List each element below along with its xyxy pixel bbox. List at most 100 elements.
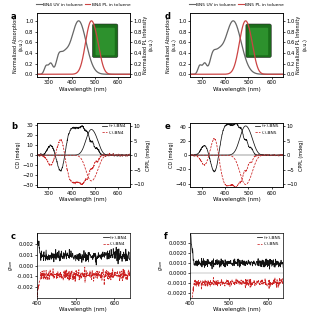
Text: e: e (164, 122, 170, 131)
Legend: (+)-BN5, (-)-BN5: (+)-BN5, (-)-BN5 (257, 236, 281, 246)
X-axis label: Wavelength (nm): Wavelength (nm) (213, 308, 260, 312)
(-)-BN5 (239, 179, 243, 183)
Line: (+)-BN4: (+)-BN4 (37, 234, 130, 265)
Legend: BN5 UV in toluene, BN5 PL in toluene: BN5 UV in toluene, BN5 PL in toluene (188, 1, 286, 9)
(+)-BN5 (279, 153, 283, 157)
X-axis label: Wavelength (nm): Wavelength (nm) (213, 197, 260, 202)
Text: b: b (11, 122, 17, 131)
(-)-BN5 (281, 153, 285, 157)
(+)-BN5 (281, 262, 284, 266)
Y-axis label: $g_{lum}$: $g_{lum}$ (157, 260, 165, 271)
(-)-BN4 (85, 272, 89, 276)
(-)-BN4 (128, 272, 132, 276)
(-)-BN5 (233, 184, 236, 188)
Y-axis label: CPPL (mdeg): CPPL (mdeg) (146, 140, 151, 171)
(+)-BN4 (91, 140, 94, 143)
(+)-BN5 (278, 261, 282, 265)
Y-axis label: CD (mdeg): CD (mdeg) (169, 142, 174, 168)
(-)-BN4 (83, 265, 87, 269)
Text: c: c (11, 232, 16, 241)
Legend: (+)-BN4, (-)-BN4: (+)-BN4, (-)-BN4 (103, 236, 128, 246)
(-)-BN4 (85, 178, 89, 182)
(-)-BN4 (60, 276, 64, 280)
Y-axis label: CPPL (mdeg): CPPL (mdeg) (299, 140, 304, 171)
(+)-BN5 (268, 267, 272, 271)
(+)-BN4 (80, 124, 84, 128)
(-)-BN5 (212, 276, 215, 279)
(+)-BN5 (244, 260, 247, 264)
Line: (+)-BN5: (+)-BN5 (190, 235, 283, 269)
(+)-BN4 (85, 253, 89, 257)
(+)-BN4 (60, 253, 64, 257)
(-)-BN5 (280, 281, 284, 285)
(+)-BN4 (128, 153, 132, 156)
(+)-BN5 (233, 122, 237, 126)
(+)-BN5 (231, 261, 235, 265)
Text: d: d (164, 12, 170, 20)
(+)-BN4 (127, 250, 131, 254)
Text: a: a (11, 12, 16, 20)
Y-axis label: $g_{lum}$: $g_{lum}$ (7, 260, 15, 271)
(+)-BN5 (265, 153, 269, 157)
(+)-BN4 (85, 131, 89, 135)
(+)-BN4 (79, 124, 83, 128)
Legend: BN4 UV in toluene, BN4 PL in toluene: BN4 UV in toluene, BN4 PL in toluene (35, 1, 132, 9)
(-)-BN5 (231, 282, 235, 285)
(-)-BN4 (60, 138, 63, 141)
(-)-BN4 (78, 276, 82, 280)
(-)-BN4 (36, 295, 39, 299)
(-)-BN5 (188, 312, 192, 316)
(-)-BN5 (213, 280, 217, 284)
(-)-BN5 (212, 137, 216, 140)
Y-axis label: Normalized PL Intensity
(a.u.): Normalized PL Intensity (a.u.) (296, 16, 307, 74)
(+)-BN4 (35, 153, 39, 157)
(-)-BN4 (79, 182, 83, 186)
(-)-BN4 (91, 166, 94, 170)
(-)-BN5 (188, 154, 192, 157)
(+)-BN5 (281, 153, 285, 157)
Line: (-)-BN4: (-)-BN4 (37, 140, 130, 185)
(+)-BN5 (234, 121, 238, 125)
(-)-BN4 (127, 274, 131, 278)
(-)-BN5 (233, 185, 237, 189)
(-)-BN4 (80, 183, 84, 187)
(-)-BN5 (281, 279, 285, 283)
Y-axis label: Normalized PL Intensity
(a.u.): Normalized PL Intensity (a.u.) (143, 16, 154, 74)
(-)-BN4 (35, 293, 39, 297)
X-axis label: Wavelength (nm): Wavelength (nm) (213, 87, 260, 92)
(+)-BN5 (244, 138, 248, 141)
Legend: (+)-BN4, (-)-BN4: (+)-BN4, (-)-BN4 (101, 124, 126, 134)
Y-axis label: Normalized Absorption
(a.u.): Normalized Absorption (a.u.) (166, 17, 177, 73)
(+)-BN4 (128, 258, 132, 262)
(+)-BN5 (239, 125, 243, 129)
Line: (-)-BN5: (-)-BN5 (190, 139, 283, 188)
(+)-BN4 (78, 252, 82, 255)
(+)-BN4 (124, 252, 128, 256)
(-)-BN5 (244, 286, 247, 290)
(+)-BN4 (59, 169, 63, 173)
Line: (-)-BN5: (-)-BN5 (190, 277, 283, 314)
(+)-BN5 (281, 266, 285, 269)
Y-axis label: CD (mdeg): CD (mdeg) (16, 142, 21, 168)
(-)-BN4 (35, 153, 39, 157)
(-)-BN5 (238, 279, 242, 283)
X-axis label: Wavelength (nm): Wavelength (nm) (60, 197, 107, 202)
Line: (+)-BN5: (+)-BN5 (190, 123, 283, 172)
(-)-BN5 (234, 186, 238, 189)
Line: (+)-BN4: (+)-BN4 (37, 126, 130, 171)
(+)-BN5 (188, 233, 192, 237)
(-)-BN4 (111, 153, 115, 157)
(+)-BN4 (35, 232, 39, 236)
(-)-BN4 (80, 182, 84, 186)
X-axis label: Wavelength (nm): Wavelength (nm) (60, 308, 107, 312)
(-)-BN4 (124, 273, 128, 276)
(-)-BN5 (265, 153, 269, 157)
(-)-BN5 (277, 276, 281, 280)
(+)-BN4 (126, 154, 130, 157)
(-)-BN5 (244, 169, 248, 172)
(+)-BN4 (80, 124, 84, 128)
(+)-BN4 (111, 153, 115, 157)
(+)-BN4 (94, 263, 98, 267)
(+)-BN5 (213, 263, 217, 267)
X-axis label: Wavelength (nm): Wavelength (nm) (60, 87, 107, 92)
